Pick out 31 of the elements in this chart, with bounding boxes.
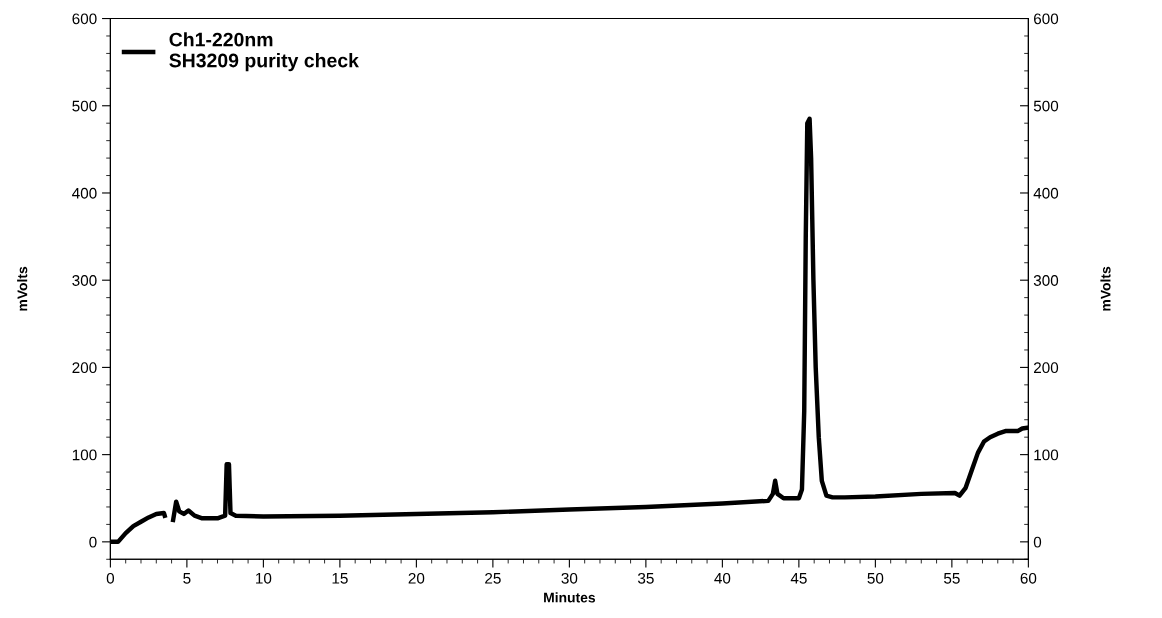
y2-tick-label: 400 <box>1033 187 1059 199</box>
y2-tick-label: 100 <box>1034 449 1059 461</box>
y-tick-label: 200 <box>72 362 97 374</box>
y-tick-label: 500 <box>72 100 97 112</box>
x-tick-label: 25 <box>485 572 501 584</box>
x-tick-label: 0 <box>106 572 115 584</box>
y-tick-label: 400 <box>72 187 97 199</box>
y-tick-label: 0 <box>89 536 97 548</box>
y2-tick-label: 200 <box>1034 362 1059 374</box>
y2-axis-title: mVolts <box>1100 266 1111 311</box>
x-tick-label: 20 <box>408 572 425 584</box>
x-tick-label: 15 <box>332 573 348 584</box>
legend-label: Ch1-220nm SH3209 purity check <box>169 32 359 72</box>
y2-tick-label: 300 <box>1033 275 1059 286</box>
y-tick-label: 300 <box>72 275 97 286</box>
x-tick-label: 40 <box>714 572 731 584</box>
y-tick-label: 600 <box>72 13 97 25</box>
y-tick-label: 100 <box>72 449 97 461</box>
x-tick-label: 60 <box>1020 572 1037 584</box>
x-tick-label: 35 <box>637 572 654 584</box>
y2-tick-label: 600 <box>1034 13 1059 25</box>
x-tick-label: 50 <box>867 572 884 584</box>
y-axis-title: mVolts <box>17 266 28 311</box>
x-tick-label: 45 <box>790 573 807 584</box>
y2-tick-label: 500 <box>1033 100 1059 112</box>
x-tick-label: 55 <box>943 573 960 584</box>
x-tick-label: 5 <box>183 573 191 584</box>
x-tick-label: 10 <box>256 572 272 584</box>
x-tick-label: 30 <box>561 572 578 584</box>
x-axis-title: Minutes <box>544 592 596 603</box>
y2-tick-label: 0 <box>1033 536 1042 548</box>
